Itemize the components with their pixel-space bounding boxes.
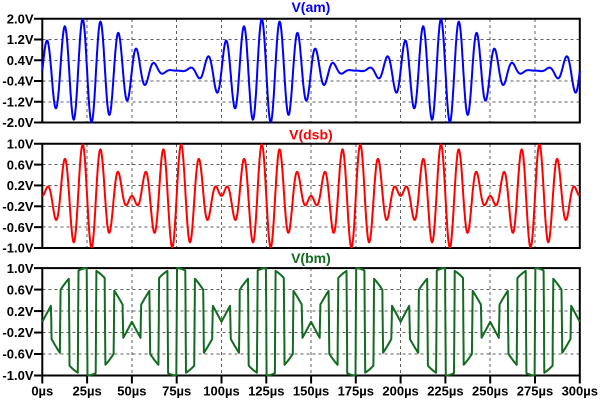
- svg-text:300µs: 300µs: [562, 384, 598, 399]
- svg-text:125µs: 125µs: [248, 384, 284, 399]
- svg-text:0.4V: 0.4V: [7, 53, 34, 68]
- svg-text:-1.2V: -1.2V: [2, 95, 33, 110]
- svg-text:1.2V: 1.2V: [7, 32, 34, 47]
- svg-text:25µs: 25µs: [73, 384, 102, 399]
- svg-text:0.2V: 0.2V: [7, 178, 34, 193]
- svg-text:0.6V: 0.6V: [7, 157, 34, 172]
- svg-text:2.0V: 2.0V: [7, 11, 34, 26]
- svg-text:250µs: 250µs: [472, 384, 508, 399]
- svg-text:-0.6V: -0.6V: [2, 220, 33, 235]
- svg-text:V(bm): V(bm): [291, 250, 331, 266]
- svg-text:1.0V: 1.0V: [7, 136, 34, 151]
- svg-text:100µs: 100µs: [203, 384, 239, 399]
- svg-text:-0.2V: -0.2V: [2, 199, 33, 214]
- svg-text:V(dsb): V(dsb): [289, 126, 333, 142]
- svg-text:175µs: 175µs: [338, 384, 374, 399]
- svg-text:50µs: 50µs: [117, 384, 146, 399]
- svg-text:0µs: 0µs: [31, 384, 53, 399]
- svg-text:75µs: 75µs: [162, 384, 191, 399]
- svg-text:200µs: 200µs: [382, 384, 418, 399]
- svg-text:-0.2V: -0.2V: [2, 325, 33, 340]
- svg-text:0.6V: 0.6V: [7, 282, 34, 297]
- svg-text:150µs: 150µs: [293, 384, 329, 399]
- svg-text:1.0V: 1.0V: [7, 261, 34, 276]
- svg-text:-2.0V: -2.0V: [2, 115, 33, 130]
- svg-text:-0.4V: -0.4V: [2, 74, 33, 89]
- svg-text:0.2V: 0.2V: [7, 304, 34, 319]
- svg-text:225µs: 225µs: [427, 384, 463, 399]
- svg-text:275µs: 275µs: [517, 384, 553, 399]
- svg-text:-0.6V: -0.6V: [2, 347, 33, 362]
- svg-text:-1.0V: -1.0V: [2, 241, 33, 256]
- svg-text:V(am): V(am): [291, 0, 330, 15]
- svg-text:-1.0V: -1.0V: [2, 368, 33, 383]
